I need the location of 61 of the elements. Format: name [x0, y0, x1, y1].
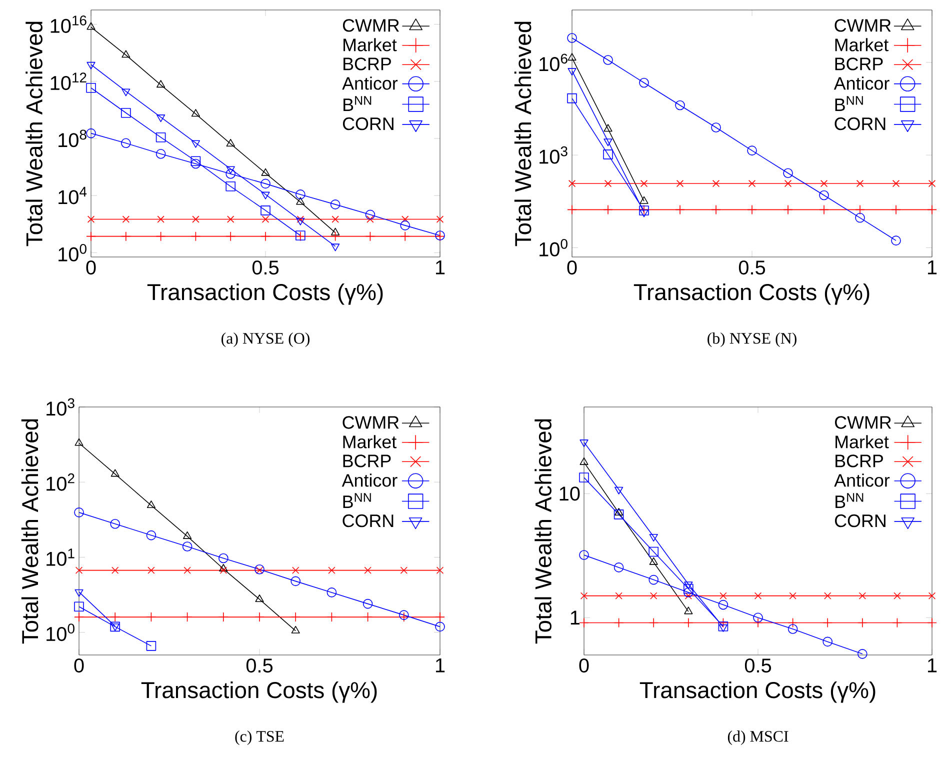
- legend-label: CORN: [834, 117, 886, 130]
- y-tick-label: 10$^{0}$: [46, 624, 74, 642]
- y-axis-title: Total Wealth Achieved: [514, 22, 532, 246]
- x-axis-title: Transaction Costs (γ%): [634, 283, 870, 305]
- legend-label: BCRP: [836, 454, 883, 468]
- legend-label: B$^{NN}$: [835, 96, 863, 111]
- x-tick-label: 0.5: [246, 658, 273, 673]
- legend-label: CORN: [342, 514, 394, 528]
- legend-label: B$^{NN}$: [344, 96, 372, 111]
- y-tick-label: 10$^{3}$: [46, 398, 74, 416]
- y-tick-label: 10$^{16}$: [50, 16, 86, 33]
- legend-label: B$^{NN}$: [343, 493, 371, 508]
- legend-label: BCRP: [343, 454, 391, 468]
- legend-label: CORN: [835, 514, 886, 528]
- x-tick-label: 0: [567, 260, 577, 275]
- legend-label: Market: [835, 38, 889, 52]
- x-tick-label: 1: [436, 658, 445, 672]
- y-axis-title: Total Wealth Achieved: [21, 419, 38, 644]
- y-tick-label: 10$^{8}$: [58, 130, 86, 148]
- y-tick-label: 10: [560, 486, 580, 501]
- x-axis-title: Transaction Costs (γ%): [147, 283, 383, 305]
- legend-label: CWMR: [834, 19, 891, 32]
- x-tick-label: 0.5: [744, 658, 772, 673]
- legend-label: Anticor: [834, 474, 890, 487]
- legend-label: Market: [836, 435, 889, 448]
- text: (b) NYSE (N): [708, 332, 796, 347]
- legend-label: Anticor: [834, 76, 890, 90]
- legend-label: BCRP: [835, 58, 883, 70]
- text: (d) MSCI: [728, 730, 788, 745]
- x-tick-label: 0.5: [738, 260, 766, 275]
- y-tick-label: 10$^{1}$: [46, 548, 74, 566]
- legend-label: Anticor: [342, 76, 398, 90]
- y-tick-label: 10$^{0}$: [540, 238, 568, 256]
- x-tick-label: 1: [436, 260, 445, 274]
- legend-label: CWMR: [835, 416, 892, 429]
- y-tick-label: 10$^{0}$: [58, 244, 86, 262]
- text: (a) NYSE (O): [222, 332, 310, 347]
- x-axis-title: Transaction Costs (γ%): [640, 681, 876, 703]
- y-axis-title: Total Wealth Achieved: [26, 22, 42, 246]
- legend-label: CWMR: [342, 416, 399, 429]
- x-tick-label: 1: [928, 658, 937, 672]
- x-tick-label: 0: [579, 658, 589, 673]
- legend-label: Market: [343, 435, 397, 448]
- y-axis-title: Total Wealth Achieved: [534, 419, 552, 644]
- y-tick-label: 10$^{4}$: [58, 186, 87, 204]
- y-tick-label: 10$^{12}$: [50, 72, 86, 90]
- x-axis-title: Transaction Costs (γ%): [141, 681, 377, 703]
- x-tick-label: 0: [86, 260, 96, 275]
- legend-label: Market: [344, 38, 397, 52]
- x-tick-label: 0.5: [252, 260, 279, 275]
- legend-label: CORN: [342, 117, 394, 130]
- legend-label: CWMR: [342, 19, 400, 32]
- legend-label: Anticor: [342, 474, 398, 487]
- y-tick-label: 10$^{6}$: [540, 54, 568, 72]
- text: (c) TSE: [235, 730, 284, 745]
- legend-label: B$^{NN}$: [836, 493, 864, 508]
- y-tick-label: 10$^{3}$: [540, 146, 568, 164]
- y-tick-label: 10$^{2}$: [46, 473, 74, 491]
- legend-label: BCRP: [344, 58, 391, 70]
- x-tick-label: 0: [74, 658, 84, 673]
- x-tick-label: 1: [928, 260, 937, 274]
